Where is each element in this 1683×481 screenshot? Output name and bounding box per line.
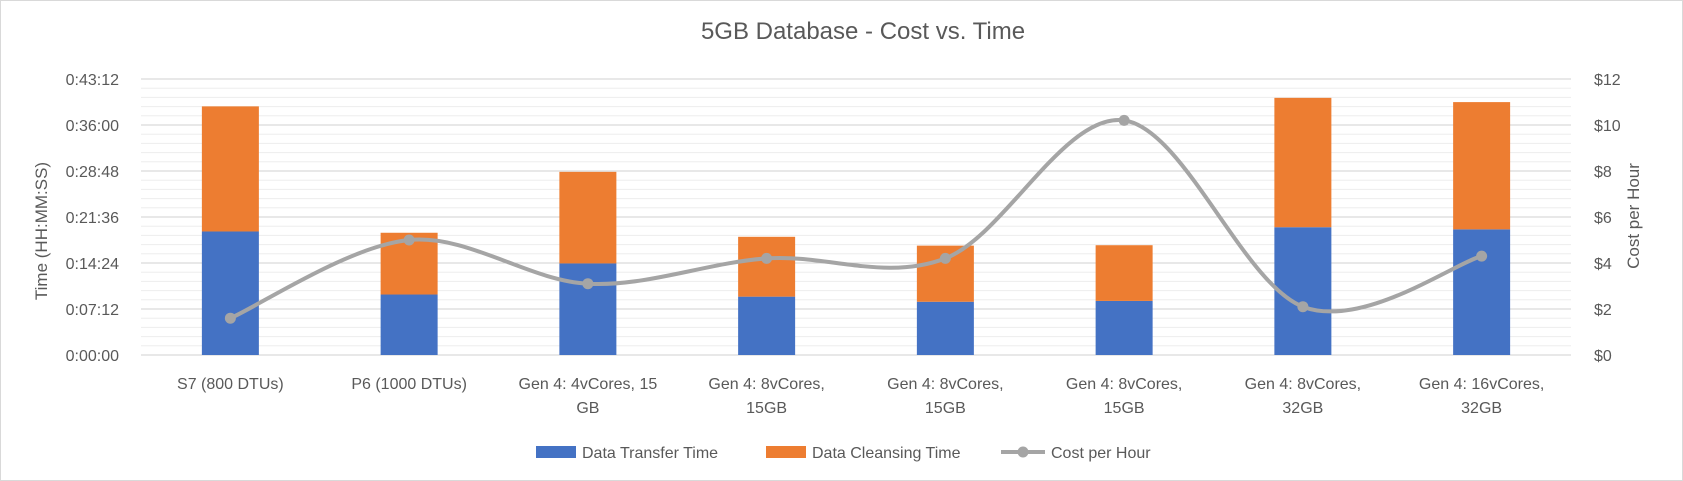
cost-per-hour-point (582, 278, 594, 290)
bar-data-cleansing-time (1453, 102, 1511, 230)
y-right-tick-label: $2 (1594, 302, 1612, 319)
legend-swatch (536, 446, 576, 458)
x-tick-label: Gen 4: 8vCores, 32GB (1245, 376, 1362, 417)
legend-marker (1017, 446, 1029, 458)
x-axis-ticks: S7 (800 DTUs) P6 (1000 DTUs) Gen 4: 4vCore… (177, 376, 1544, 417)
bar-data-transfer-time (380, 294, 438, 355)
y-left-tick-label: 0:28:48 (66, 164, 119, 181)
cost-per-hour-point (224, 312, 236, 324)
y-left-tick-label: 0:00:00 (66, 348, 119, 365)
y-right-tick-label: $10 (1594, 118, 1621, 135)
legend-label: Data Cleansing Time (812, 445, 961, 462)
cost-per-hour-line (228, 118, 1484, 321)
y-left-tick-label: 0:14:24 (66, 256, 119, 273)
right-axis-ticks: $0 $2 $4 $6 $8 $10 $12 (1594, 72, 1621, 365)
bar-data-cleansing-time (559, 171, 617, 264)
x-tick-label: P6 (1000 DTUs) (351, 376, 467, 393)
bar-data-transfer-time (559, 263, 617, 355)
x-tick-label: Gen 4: 4vCores, 15 GB (519, 376, 658, 417)
bar-data-transfer-time (1453, 229, 1511, 355)
y-right-tick-label: $6 (1594, 210, 1612, 227)
y-right-axis-title: Cost per Hour (1624, 163, 1643, 269)
y-right-tick-label: $8 (1594, 164, 1612, 181)
legend-label: Cost per Hour (1051, 445, 1151, 462)
bar-data-cleansing-time (738, 236, 796, 297)
cost-per-hour-point (1297, 301, 1309, 313)
cost-per-hour-point (1476, 250, 1488, 262)
legend: Data Transfer Time Data Cleansing Time Cos… (536, 445, 1151, 462)
y-right-tick-label: $4 (1594, 256, 1612, 273)
y-right-tick-label: $0 (1594, 348, 1612, 365)
bar-data-transfer-time (1095, 300, 1153, 355)
y-left-tick-label: 0:43:12 (66, 72, 119, 89)
bar-data-cleansing-time (1274, 97, 1332, 228)
cost-line (224, 114, 1488, 324)
bar-data-transfer-time (738, 296, 796, 355)
y-left-tick-label: 0:36:00 (66, 118, 119, 135)
y-left-tick-label: 0:07:12 (66, 302, 119, 319)
cost-per-hour-point (1118, 114, 1130, 126)
bar-data-cleansing-time (201, 106, 259, 232)
legend-swatch (766, 446, 806, 458)
bar-data-transfer-time (916, 301, 974, 355)
bars (201, 97, 1511, 355)
bar-data-cleansing-time (1095, 245, 1153, 301)
x-tick-label: Gen 4: 8vCores, 15GB (708, 376, 825, 417)
x-tick-label: Gen 4: 16vCores, 32GB (1419, 376, 1544, 417)
cost-per-hour-point (939, 252, 951, 264)
x-tick-label: Gen 4: 8vCores, 15GB (887, 376, 1004, 417)
cost-per-hour-point (403, 234, 415, 246)
chart-title: 5GB Database - Cost vs. Time (701, 18, 1025, 45)
x-tick-label: Gen 4: 8vCores, 15GB (1066, 376, 1183, 417)
cost-per-hour-point (761, 252, 773, 264)
bar-data-transfer-time (201, 231, 259, 355)
bar-data-transfer-time (1274, 227, 1332, 355)
y-left-tick-label: 0:21:36 (66, 210, 119, 227)
left-axis-ticks: 0:00:00 0:07:12 0:14:24 0:21:36 0:28:48 0:36:… (66, 72, 119, 365)
x-tick-label: S7 (800 DTUs) (177, 376, 284, 393)
y-left-axis-title: Time (HH:MM:SS) (32, 162, 51, 300)
legend-label: Data Transfer Time (582, 445, 718, 462)
gridlines (141, 78, 1571, 356)
y-right-tick-label: $12 (1594, 72, 1621, 89)
